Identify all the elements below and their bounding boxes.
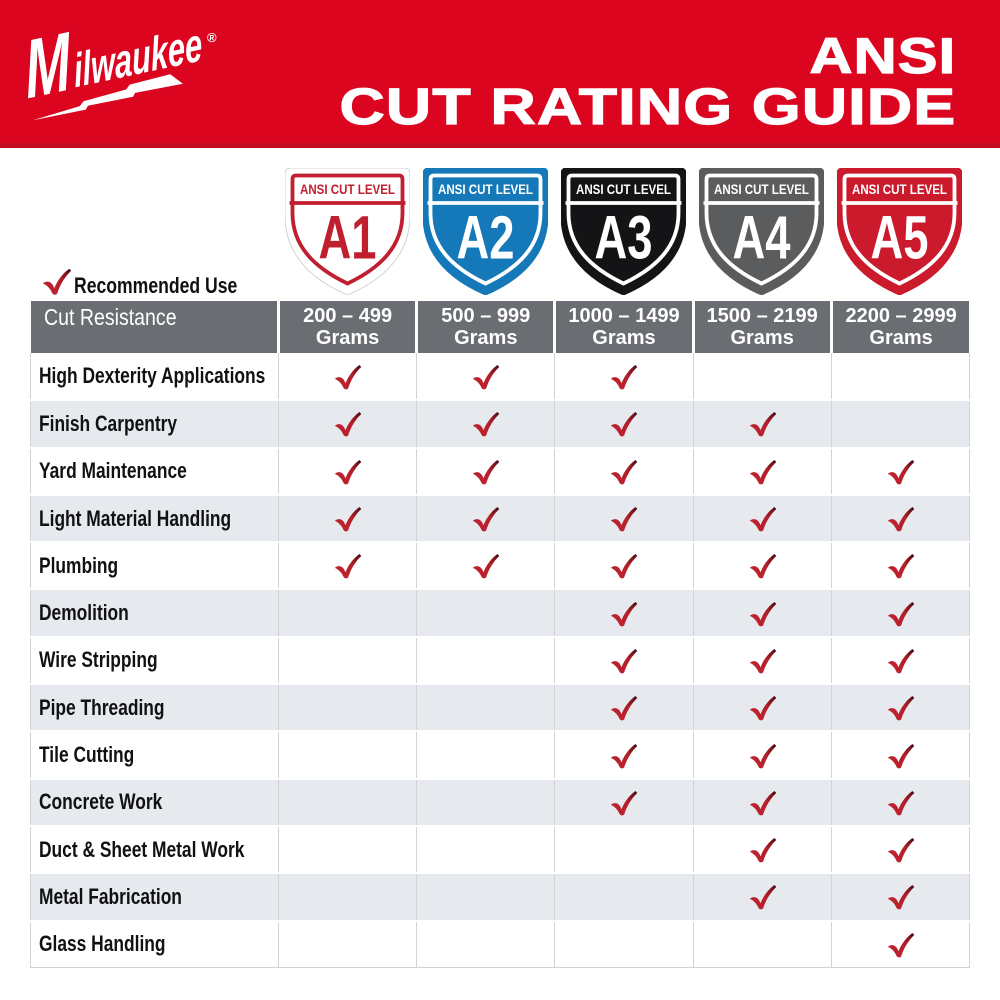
svg-text:A3: A3 [594,204,652,272]
svg-text:A1: A1 [318,204,376,272]
svg-text:ANSI CUT LEVEL: ANSI CUT LEVEL [438,182,533,197]
svg-text:ANSI CUT LEVEL: ANSI CUT LEVEL [852,182,947,197]
svg-text:ANSI CUT LEVEL: ANSI CUT LEVEL [300,182,395,197]
svg-text:ANSI CUT LEVEL: ANSI CUT LEVEL [576,182,671,197]
svg-text:ANSI CUT LEVEL: ANSI CUT LEVEL [714,182,809,197]
svg-text:A4: A4 [733,204,791,272]
svg-text:A2: A2 [456,204,514,272]
svg-text:®: ® [207,30,217,45]
svg-text:A5: A5 [871,204,929,272]
svg-text:M: M [22,14,75,116]
